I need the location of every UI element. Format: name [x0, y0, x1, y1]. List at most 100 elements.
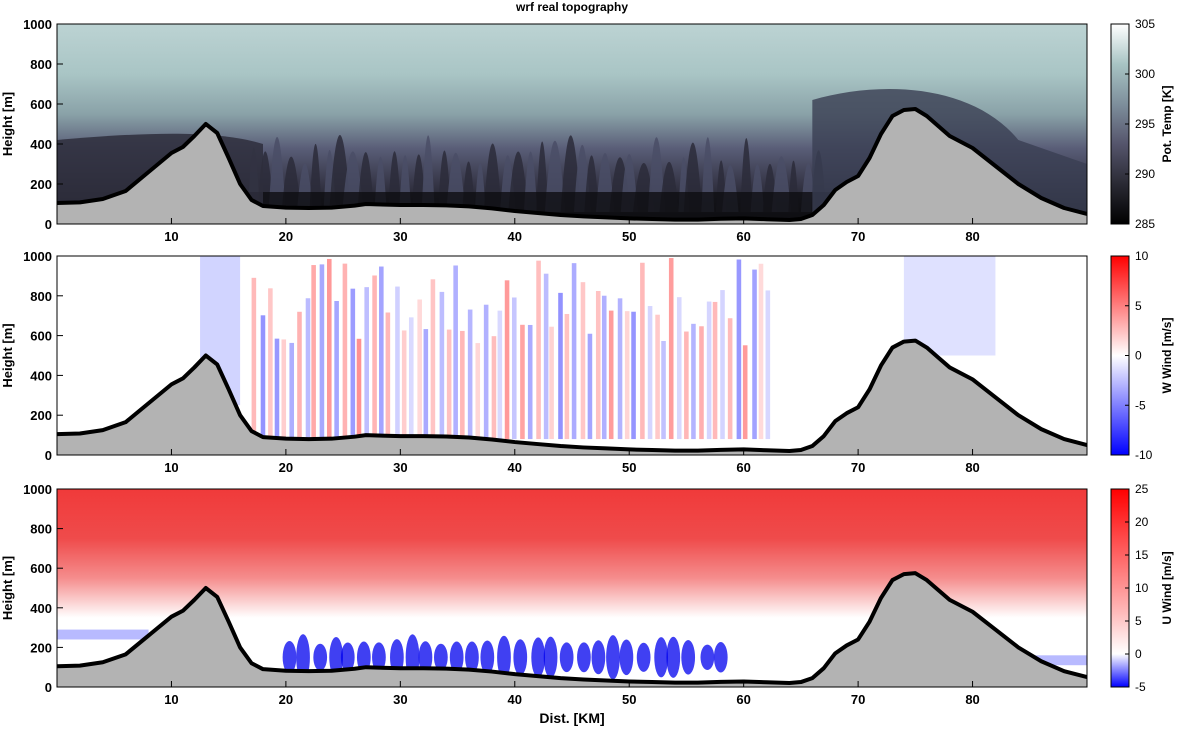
y-tick-label: 400 — [30, 601, 52, 616]
x-tick-label: 40 — [508, 229, 522, 244]
updraft-band — [727, 318, 733, 440]
reverse-flow-pocket — [531, 637, 546, 678]
x-tick-label: 50 — [622, 692, 636, 707]
downdraft-band — [395, 286, 400, 440]
downdraft-band — [350, 288, 356, 440]
reverse-flow-pocket — [433, 643, 448, 671]
x-tick-label: 30 — [393, 229, 407, 244]
reverse-flow-pocket — [497, 635, 511, 679]
downdraft-band — [647, 306, 653, 440]
downdraft-band — [439, 291, 445, 440]
downdraft-band — [497, 310, 503, 440]
updraft-band — [520, 324, 525, 440]
updraft-band — [564, 313, 570, 440]
downdraft-band — [601, 295, 607, 440]
reverse-flow-pocket — [282, 641, 297, 674]
colorbar-tick-label: 0 — [1135, 647, 1142, 661]
downdraft-band — [765, 290, 771, 440]
updraft-band — [342, 263, 348, 440]
downdraft-band — [558, 292, 563, 440]
downdraft-band — [334, 300, 339, 440]
reverse-flow-pocket — [296, 634, 310, 681]
figure-title: wrf real topography — [515, 0, 628, 14]
updraft-band — [580, 282, 586, 440]
downdraft-band — [364, 287, 369, 440]
reverse-flow-pocket — [713, 642, 728, 673]
downdraft-band — [511, 297, 517, 440]
reverse-flow-pocket — [356, 641, 371, 674]
x-tick-label: 40 — [508, 692, 522, 707]
reverse-flow-pocket — [666, 636, 681, 678]
updraft-band — [536, 260, 541, 440]
plot-frame — [56, 23, 1088, 225]
colorbar-horizontal-wind: 25 20 15 10 5 0 -5 U Wind [m/s] — [1110, 482, 1174, 694]
reverse-flow-pocket — [700, 644, 715, 670]
downdraft-band — [571, 263, 577, 440]
downdraft-band — [691, 323, 696, 440]
colorbar-tick-label: 0 — [1135, 349, 1142, 363]
panels: 10 20 30 40 50 60 70 8002004006008001000Height … — [0, 17, 1174, 707]
reverse-flow-pocket — [372, 642, 386, 673]
x-tick-label: 60 — [736, 229, 750, 244]
reverse-flow-pocket — [465, 641, 479, 674]
reverse-flow-pocket — [681, 640, 696, 675]
x-tick-label: 30 — [393, 460, 407, 475]
y-axis-label: Height [m] — [0, 556, 15, 620]
updraft-band — [417, 299, 422, 440]
terrain-line — [57, 571, 1087, 686]
y-tick-label: 400 — [30, 137, 52, 152]
reverse-flow-pocket — [577, 642, 591, 673]
y-tick-label: 800 — [30, 57, 52, 72]
x-tick-label: 10 — [164, 460, 178, 475]
updraft-band — [430, 279, 436, 440]
panel-potential-temperature: 10 20 30 40 50 60 70 8002004006008001000Height … — [0, 17, 1174, 244]
y-tick-label: 200 — [30, 640, 52, 655]
y-tick-label: 1000 — [23, 249, 52, 264]
downdraft-band — [676, 297, 682, 440]
updraft-band — [356, 338, 362, 440]
updraft-band — [742, 345, 748, 440]
downdraft-band — [661, 340, 666, 440]
reverse-flow-pocket — [329, 637, 344, 678]
colorbar-tick-label: 15 — [1135, 548, 1149, 562]
updraft-band — [475, 343, 481, 440]
downdraft-band — [305, 298, 311, 440]
x-tick-label: 20 — [279, 692, 293, 707]
updraft-band — [268, 288, 273, 440]
panel-horizontal-wind: 10 20 30 40 50 60 70 8002004006008001000Height … — [0, 482, 1174, 707]
downdraft-band — [467, 309, 473, 440]
x-tick-label: 80 — [965, 229, 979, 244]
downdraft-band — [423, 329, 429, 440]
colorbar-tick-label: 20 — [1135, 515, 1149, 529]
reverse-flow-pocket — [449, 641, 464, 674]
downdraft-band — [408, 317, 414, 440]
x-tick-label: 40 — [508, 460, 522, 475]
x-axis-label: Dist. [KM] — [539, 710, 604, 726]
y-tick-label: 200 — [30, 408, 52, 423]
colorbar-label: U Wind [m/s] — [1160, 551, 1174, 624]
updraft-band — [595, 290, 601, 440]
y-axis-label: Height [m] — [0, 323, 15, 387]
downdraft-band — [274, 338, 280, 440]
reverse-flow-pocket — [559, 642, 574, 673]
x-tick-label: 30 — [393, 692, 407, 707]
updraft-band — [712, 301, 718, 440]
downdraft-band — [289, 342, 295, 440]
colorbar-tick-label: -5 — [1135, 680, 1146, 694]
colorbar-tick-label: 305 — [1135, 17, 1155, 31]
y-tick-label: 800 — [30, 289, 52, 304]
x-tick-label: 70 — [851, 692, 865, 707]
panel-vertical-wind: 10 20 30 40 50 60 70 8002004006008001000Height … — [0, 249, 1174, 475]
downdraft-band — [260, 315, 266, 440]
x-tick-label: 70 — [851, 229, 865, 244]
updraft-band — [385, 312, 391, 440]
x-tick-label: 60 — [736, 460, 750, 475]
colorbar-label: W Wind [m/s] — [1160, 318, 1174, 394]
downdraft-band — [736, 259, 742, 440]
reverse-flow-pocket — [340, 642, 355, 673]
downdraft-band — [453, 265, 458, 440]
downdraft-band — [587, 333, 593, 440]
y-tick-label: 200 — [30, 177, 52, 192]
colorbar-tick-label: 5 — [1135, 614, 1142, 628]
